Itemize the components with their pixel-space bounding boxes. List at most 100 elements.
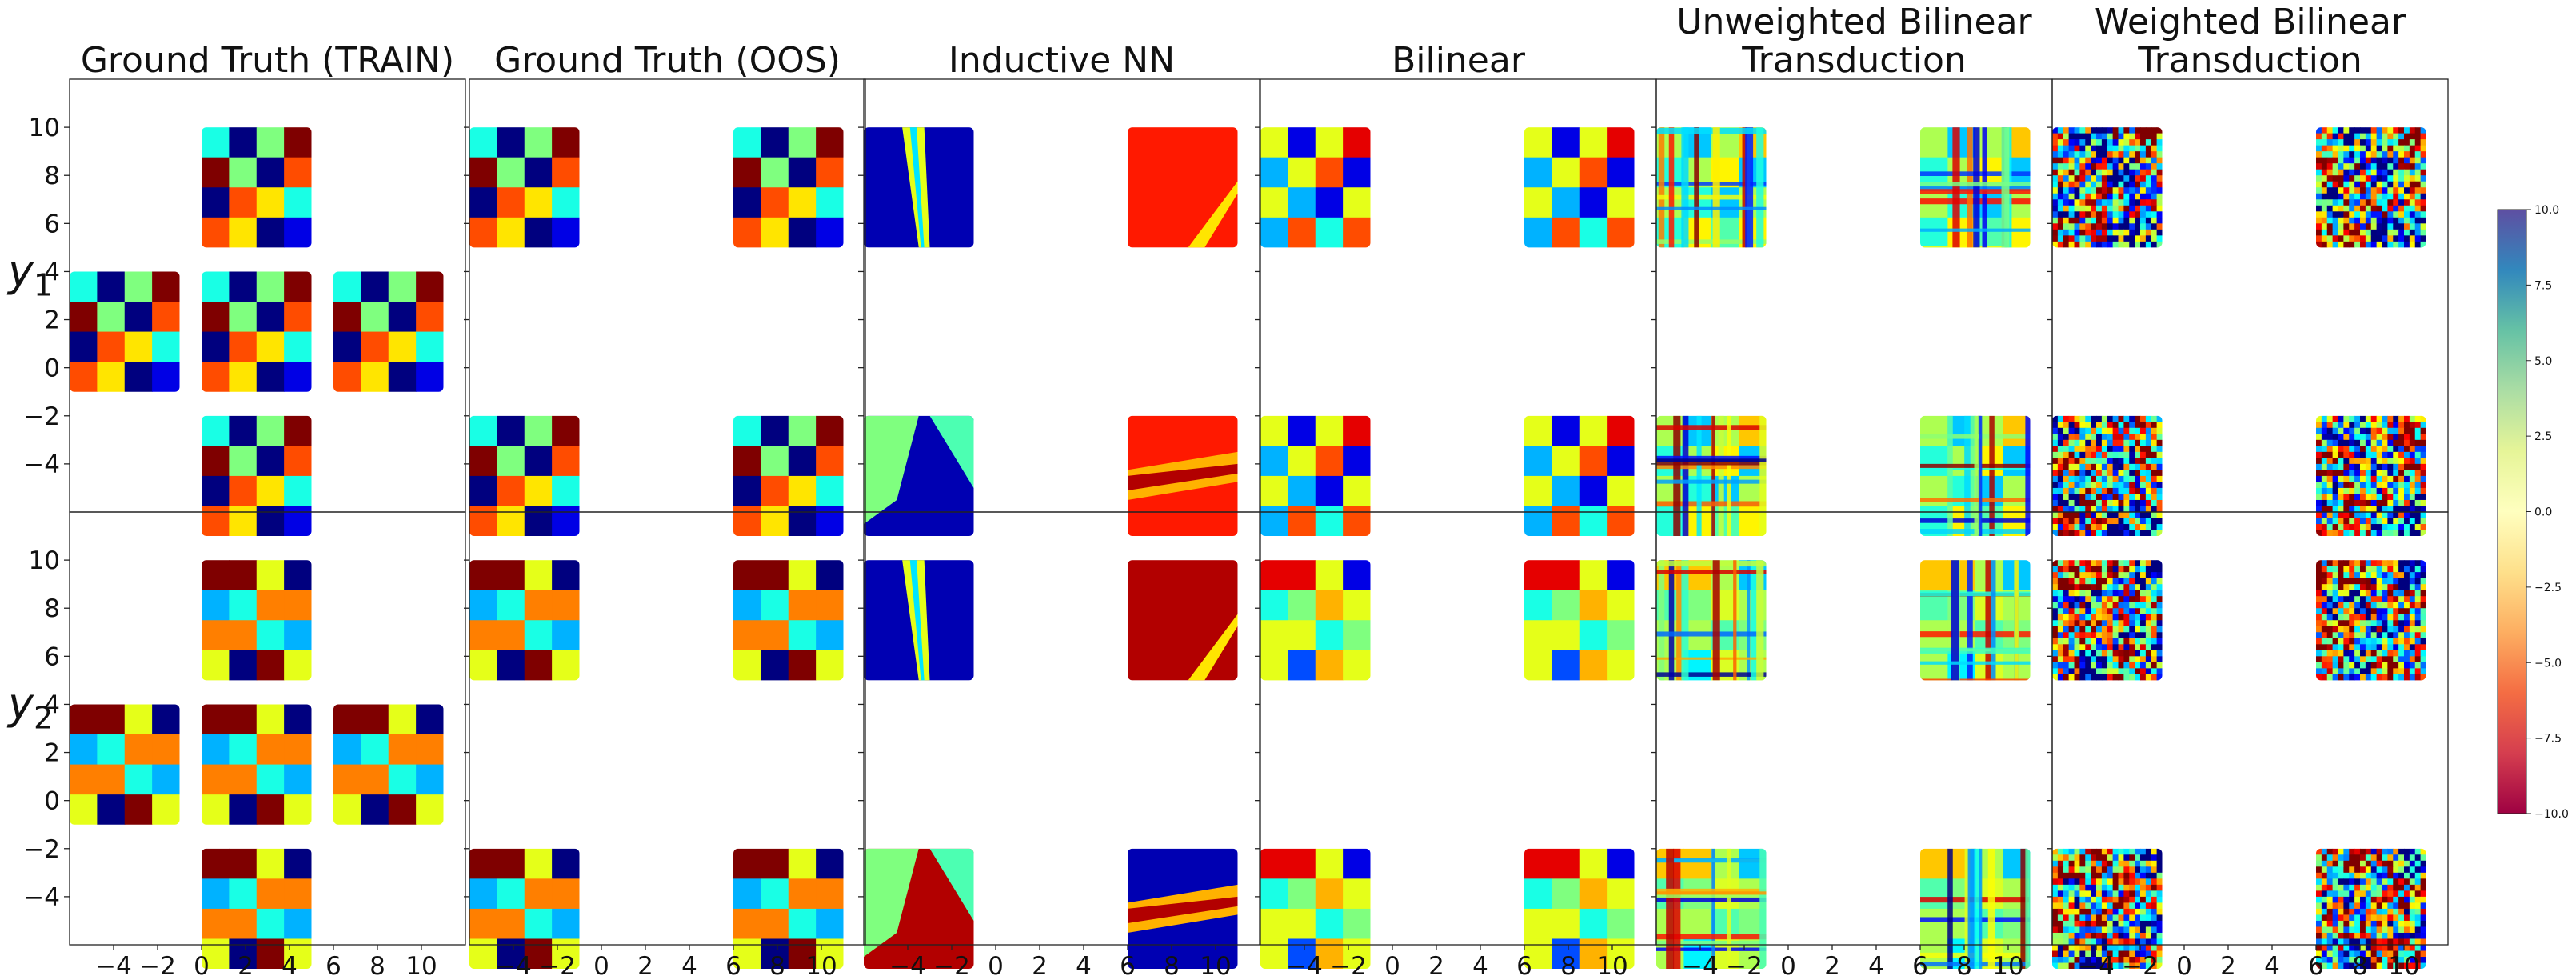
heatmap-cell [2316, 151, 2322, 158]
heatmap-cell [2382, 860, 2388, 867]
heatmap-cell [2370, 962, 2378, 970]
heatmap-cell [2140, 175, 2147, 182]
heatmap-cell [2135, 163, 2141, 170]
heatmap-cell [1524, 560, 1552, 591]
heatmap-cell [2338, 427, 2344, 434]
heatmap-cell [2101, 415, 2108, 422]
heatmap-cell [2376, 614, 2383, 621]
heatmap-cell [2349, 957, 2355, 964]
heatmap-cell [2085, 902, 2091, 910]
heatmap-cell [2321, 175, 2328, 182]
heatmap-cell [152, 331, 180, 362]
heatmap-cell [2140, 235, 2147, 242]
heatmap-cell [2376, 470, 2383, 477]
heatmap-cell [2063, 181, 2070, 188]
heatmap-cell [2156, 518, 2163, 525]
heatmap-cell [2354, 896, 2361, 904]
heatmap-cell [2079, 866, 2086, 874]
heatmap-cell [2156, 896, 2163, 904]
heatmap-cell [2370, 451, 2378, 458]
heatmap-cell [2316, 241, 2322, 248]
heatmap-square [202, 271, 312, 392]
heatmap-cell [2145, 932, 2152, 940]
heatmap-cell [2052, 229, 2059, 236]
heatmap-cell [2409, 181, 2416, 188]
heatmap-cell [256, 848, 285, 879]
heatmap-cell [552, 506, 580, 537]
heatmap-cell [2068, 512, 2075, 519]
x-tick-label: 2 [2220, 952, 2236, 980]
heatmap-cell [2151, 235, 2158, 242]
heatmap-cell [2326, 644, 2334, 651]
heatmap-cell [2085, 896, 2091, 904]
heatmap-cell [2112, 945, 2119, 952]
heatmap-cell [2365, 866, 2372, 874]
heatmap-cell [2420, 662, 2426, 669]
heatmap-cell [284, 271, 312, 302]
heatmap-cell [2079, 139, 2086, 146]
heatmap-cell [2360, 175, 2366, 182]
heatmap-stripe [1681, 127, 1689, 248]
heatmap-cell [2414, 193, 2422, 200]
heatmap-cell [2414, 662, 2422, 669]
heatmap-cell [2079, 848, 2086, 855]
heatmap-cell [2156, 530, 2163, 537]
heatmap-cell [2079, 512, 2086, 519]
heatmap-cell [2135, 957, 2141, 964]
heatmap-cell [2332, 884, 2339, 891]
heatmap-cell [2404, 422, 2410, 429]
heatmap-cell [2091, 427, 2097, 434]
heatmap-cell [2316, 608, 2322, 615]
x-tick-label: 0 [194, 952, 210, 980]
heatmap-cell [524, 908, 553, 940]
heatmap-cell [2145, 668, 2152, 675]
heatmap-stripe [1726, 848, 1731, 970]
heatmap-cell [2085, 866, 2091, 874]
heatmap-cell [2118, 217, 2124, 224]
colorbar: 10.07.55.02.50.0−2.5−5.0−7.5−10.0 [2497, 204, 2569, 821]
heatmap-cell [2398, 884, 2405, 891]
heatmap-cell [2085, 638, 2091, 645]
heatmap-cell [816, 878, 844, 910]
heatmap-cell [2145, 908, 2152, 916]
heatmap-cell [2118, 596, 2124, 603]
heatmap-cell [2057, 560, 2064, 567]
heatmap-cell [788, 590, 817, 621]
heatmap-cell [2135, 866, 2141, 874]
heatmap-cell [1343, 878, 1371, 910]
heatmap-cell [2151, 614, 2158, 621]
x-tick-label: 10 [1200, 952, 1231, 980]
heatmap-cell [2360, 638, 2366, 645]
heatmap-cell [1579, 590, 1608, 621]
heatmap-cell [2343, 962, 2350, 970]
heatmap-cell [2096, 854, 2103, 862]
heatmap-cell [2365, 446, 2372, 453]
heatmap-cell [2156, 578, 2163, 585]
heatmap-cell [416, 271, 444, 302]
heatmap-cell [2057, 494, 2064, 501]
heatmap-cell [2151, 638, 2158, 645]
heatmap-cell [469, 590, 497, 621]
heatmap-cell [2135, 199, 2141, 206]
heatmap-cell [2151, 674, 2158, 681]
heatmap-cell [2112, 151, 2119, 158]
heatmap-cell [2409, 235, 2416, 242]
heatmap-cell [2091, 662, 2097, 669]
heatmap-cell [2326, 163, 2334, 170]
heatmap-cell [2343, 530, 2350, 537]
heatmap-cell [2354, 902, 2361, 910]
heatmap-cell [2074, 896, 2080, 904]
heatmap-cell [2156, 632, 2163, 639]
heatmap-cell [2370, 163, 2378, 170]
heatmap-cell [2338, 848, 2344, 855]
heatmap-cell [2074, 596, 2080, 603]
heatmap-cell [1288, 217, 1316, 248]
heatmap-cell [2370, 487, 2378, 495]
heatmap-cell [1607, 908, 1635, 940]
heatmap-cell [2151, 415, 2158, 422]
heatmap-cell [2085, 217, 2091, 224]
heatmap-cell [2316, 957, 2322, 964]
heatmap-cell [2393, 512, 2399, 519]
heatmap-cell [2382, 193, 2388, 200]
heatmap-cell [2414, 506, 2422, 513]
